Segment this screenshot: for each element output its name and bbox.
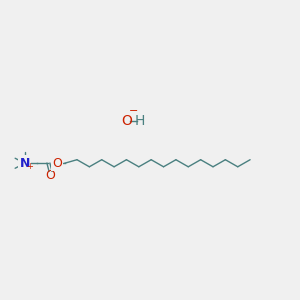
- Text: H: H: [134, 114, 145, 128]
- Text: O: O: [52, 157, 62, 170]
- Text: −: −: [128, 106, 138, 116]
- Text: N: N: [20, 157, 30, 170]
- Text: +: +: [26, 162, 33, 171]
- Text: O: O: [46, 169, 56, 182]
- Text: O: O: [121, 114, 132, 128]
